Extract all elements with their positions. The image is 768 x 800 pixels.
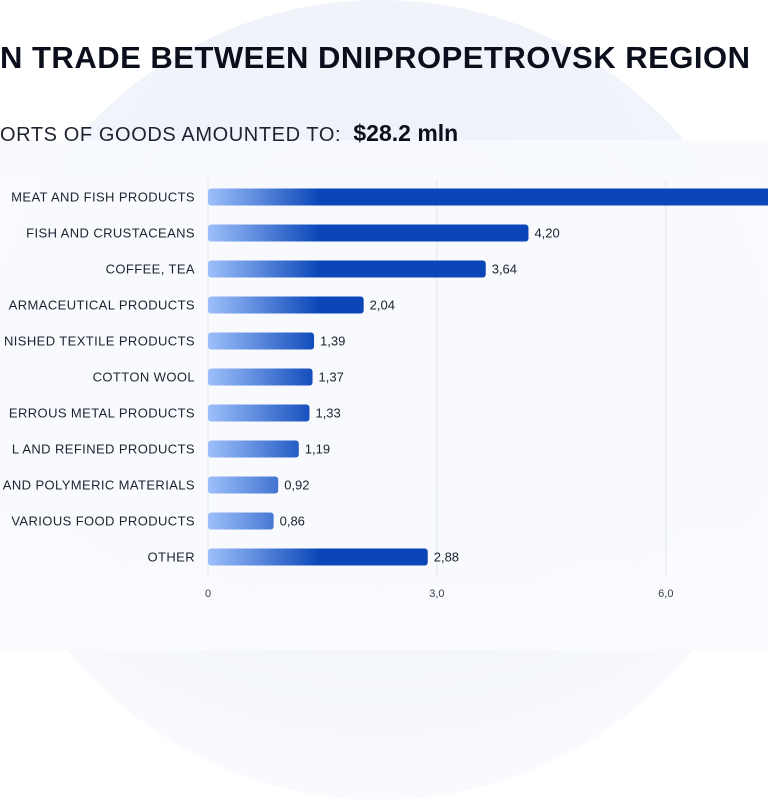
bar — [208, 512, 274, 530]
subtitle-amount: $28.2 mln — [353, 120, 459, 146]
category-label: MEAT AND FISH PRODUCTS — [11, 190, 195, 205]
category-label: FISH AND CRUSTACEANS — [26, 226, 195, 241]
category-label: ERROUS METAL PRODUCTS — [9, 406, 195, 421]
bar — [208, 476, 279, 494]
category-label: COFFEE, TEA — [106, 262, 195, 277]
value-label: 3,64 — [492, 262, 517, 277]
category-label: COTTON WOOL — [93, 370, 195, 385]
category-label: AND POLYMERIC MATERIALS — [3, 478, 195, 493]
bar — [208, 332, 315, 350]
x-tick-label: 0 — [205, 588, 211, 600]
page-title: N TRADE BETWEEN DNIPROPETROVSK REGION — [0, 40, 751, 75]
bar — [208, 188, 768, 206]
value-label: 1,39 — [320, 334, 345, 349]
x-tick-label: 6,0 — [658, 588, 673, 600]
value-label: 2,04 — [370, 298, 395, 313]
value-label: 2,88 — [434, 550, 459, 565]
value-label: 1,37 — [319, 370, 344, 385]
category-label: L AND REFINED PRODUCTS — [12, 442, 195, 457]
bar — [208, 260, 486, 278]
bar — [208, 296, 364, 314]
bar-chart: MEAT AND FISH PRODUCTS FISH AND CRUSTACEA… — [3, 180, 768, 600]
category-label: NISHED TEXTILE PRODUCTS — [4, 334, 195, 349]
bar — [208, 548, 428, 566]
bar — [208, 224, 529, 242]
bar — [208, 368, 313, 386]
category-label: ARMACEUTICAL PRODUCTS — [9, 298, 195, 313]
subtitle: ORTS OF GOODS AMOUNTED TO: $28.2 mln — [0, 120, 458, 147]
x-tick-label: 3,0 — [429, 588, 444, 600]
category-label: VARIOUS FOOD PRODUCTS — [11, 514, 195, 529]
value-label: 0,92 — [284, 478, 309, 493]
subtitle-prefix: ORTS OF GOODS AMOUNTED TO: — [0, 124, 342, 146]
value-label: 0,86 — [280, 514, 305, 529]
bar — [208, 440, 299, 458]
value-label: 4,20 — [534, 226, 559, 241]
value-label: 1,33 — [315, 406, 340, 421]
category-label: OTHER — [148, 550, 196, 565]
value-label: 1,19 — [305, 442, 330, 457]
bar — [208, 404, 310, 422]
